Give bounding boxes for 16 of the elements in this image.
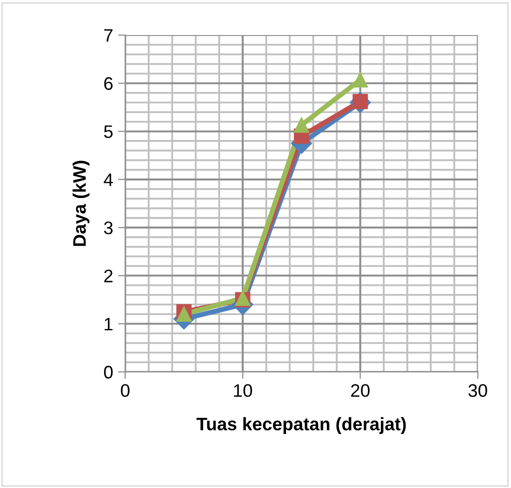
y-tick-label: 7: [104, 29, 112, 42]
y-tick-label: 4: [104, 174, 113, 186]
y-tick-label: 5: [104, 125, 113, 138]
x-tick-label: 30: [468, 384, 488, 397]
y-tick-label: 1: [104, 318, 113, 330]
point: [352, 72, 368, 88]
x-tick-label: 0: [120, 384, 130, 397]
point: [294, 117, 310, 133]
y-tick-label: 2: [104, 270, 112, 282]
x-tick-label: 10: [234, 384, 252, 397]
y-tick-label: 3: [104, 221, 113, 234]
y-axis-title: Daya (kW): [72, 160, 90, 246]
x-axis-title: Tuas kecepatan (derajat): [196, 417, 406, 434]
x-tick-label: 20: [351, 384, 370, 397]
y-tick-label: 0: [104, 366, 113, 379]
y-tick-label: 6: [104, 77, 113, 90]
